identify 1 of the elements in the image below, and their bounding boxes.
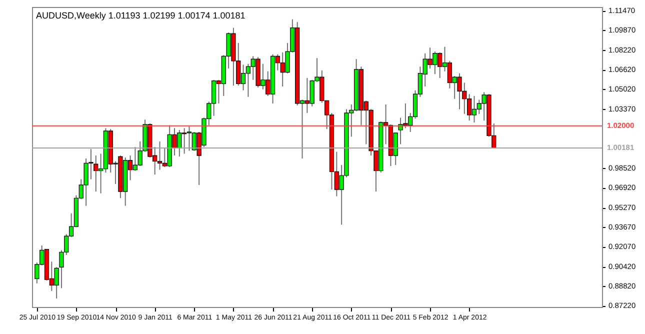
chart-title: AUDUSD,Weekly 1.01193 1.02199 1.00174 1.00181 xyxy=(36,10,246,21)
